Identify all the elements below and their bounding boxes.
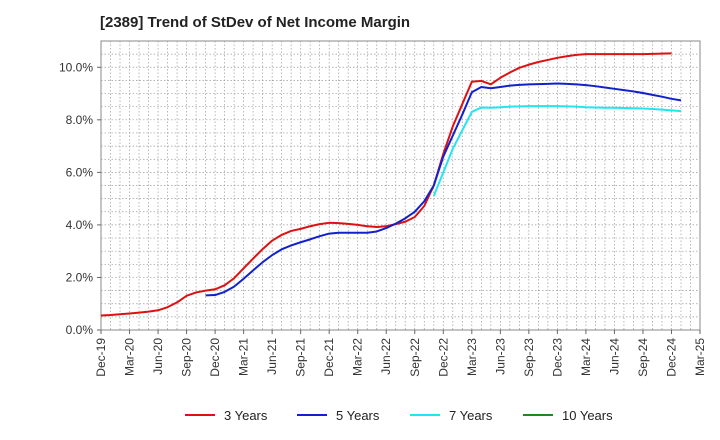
- x-tick-label: Sep-23: [522, 338, 536, 377]
- series-line-3-years: [100, 52, 672, 317]
- plot-area: [100, 40, 701, 331]
- y-tick-label: 6.0%: [66, 165, 94, 179]
- x-tick-label: Dec-19: [94, 338, 108, 377]
- y-tick-label: 4.0%: [66, 218, 94, 232]
- x-tick-label: Sep-21: [294, 338, 308, 377]
- x-tick-label: Dec-23: [550, 338, 564, 377]
- series-line-7-years: [432, 105, 682, 197]
- y-tick-label: 2.0%: [66, 270, 94, 284]
- x-tick-label: Mar-22: [351, 338, 365, 376]
- x-tick-label: Jun-23: [493, 338, 507, 375]
- x-tick-label: Sep-22: [408, 338, 422, 377]
- y-tick-label: 10.0%: [59, 60, 93, 74]
- legend-label-7-years: 7 Years: [449, 408, 493, 423]
- chart-title: [2389] Trend of StDev of Net Income Marg…: [100, 14, 411, 31]
- x-tick-label: Sep-24: [636, 338, 650, 377]
- y-tick-label: 0.0%: [66, 323, 94, 337]
- legend-label-3-years: 3 Years: [224, 408, 268, 423]
- x-tick-label: Dec-22: [436, 338, 450, 377]
- x-tick-label: Jun-24: [607, 338, 621, 375]
- x-tick-label: Mar-24: [579, 338, 593, 376]
- x-tick-label: Sep-20: [180, 338, 194, 377]
- y-tick-label: 8.0%: [66, 113, 94, 127]
- x-tick-label: Jun-22: [379, 338, 393, 375]
- x-tick-label: Jun-21: [265, 338, 279, 375]
- x-tick-label: Mar-20: [123, 338, 137, 376]
- series-line-5-years: [205, 82, 682, 297]
- x-tick-label: Mar-23: [465, 338, 479, 376]
- x-tick-label: Dec-21: [322, 338, 336, 377]
- x-tick-label: Dec-20: [208, 338, 222, 377]
- x-tick-label: Mar-21: [237, 338, 251, 376]
- x-tick-label: Mar-25: [693, 338, 707, 376]
- x-tick-label: Jun-20: [151, 338, 165, 375]
- legend-label-5-years: 5 Years: [336, 408, 380, 423]
- x-tick-label: Dec-24: [664, 338, 678, 377]
- legend-label-10-years: 10 Years: [562, 408, 613, 423]
